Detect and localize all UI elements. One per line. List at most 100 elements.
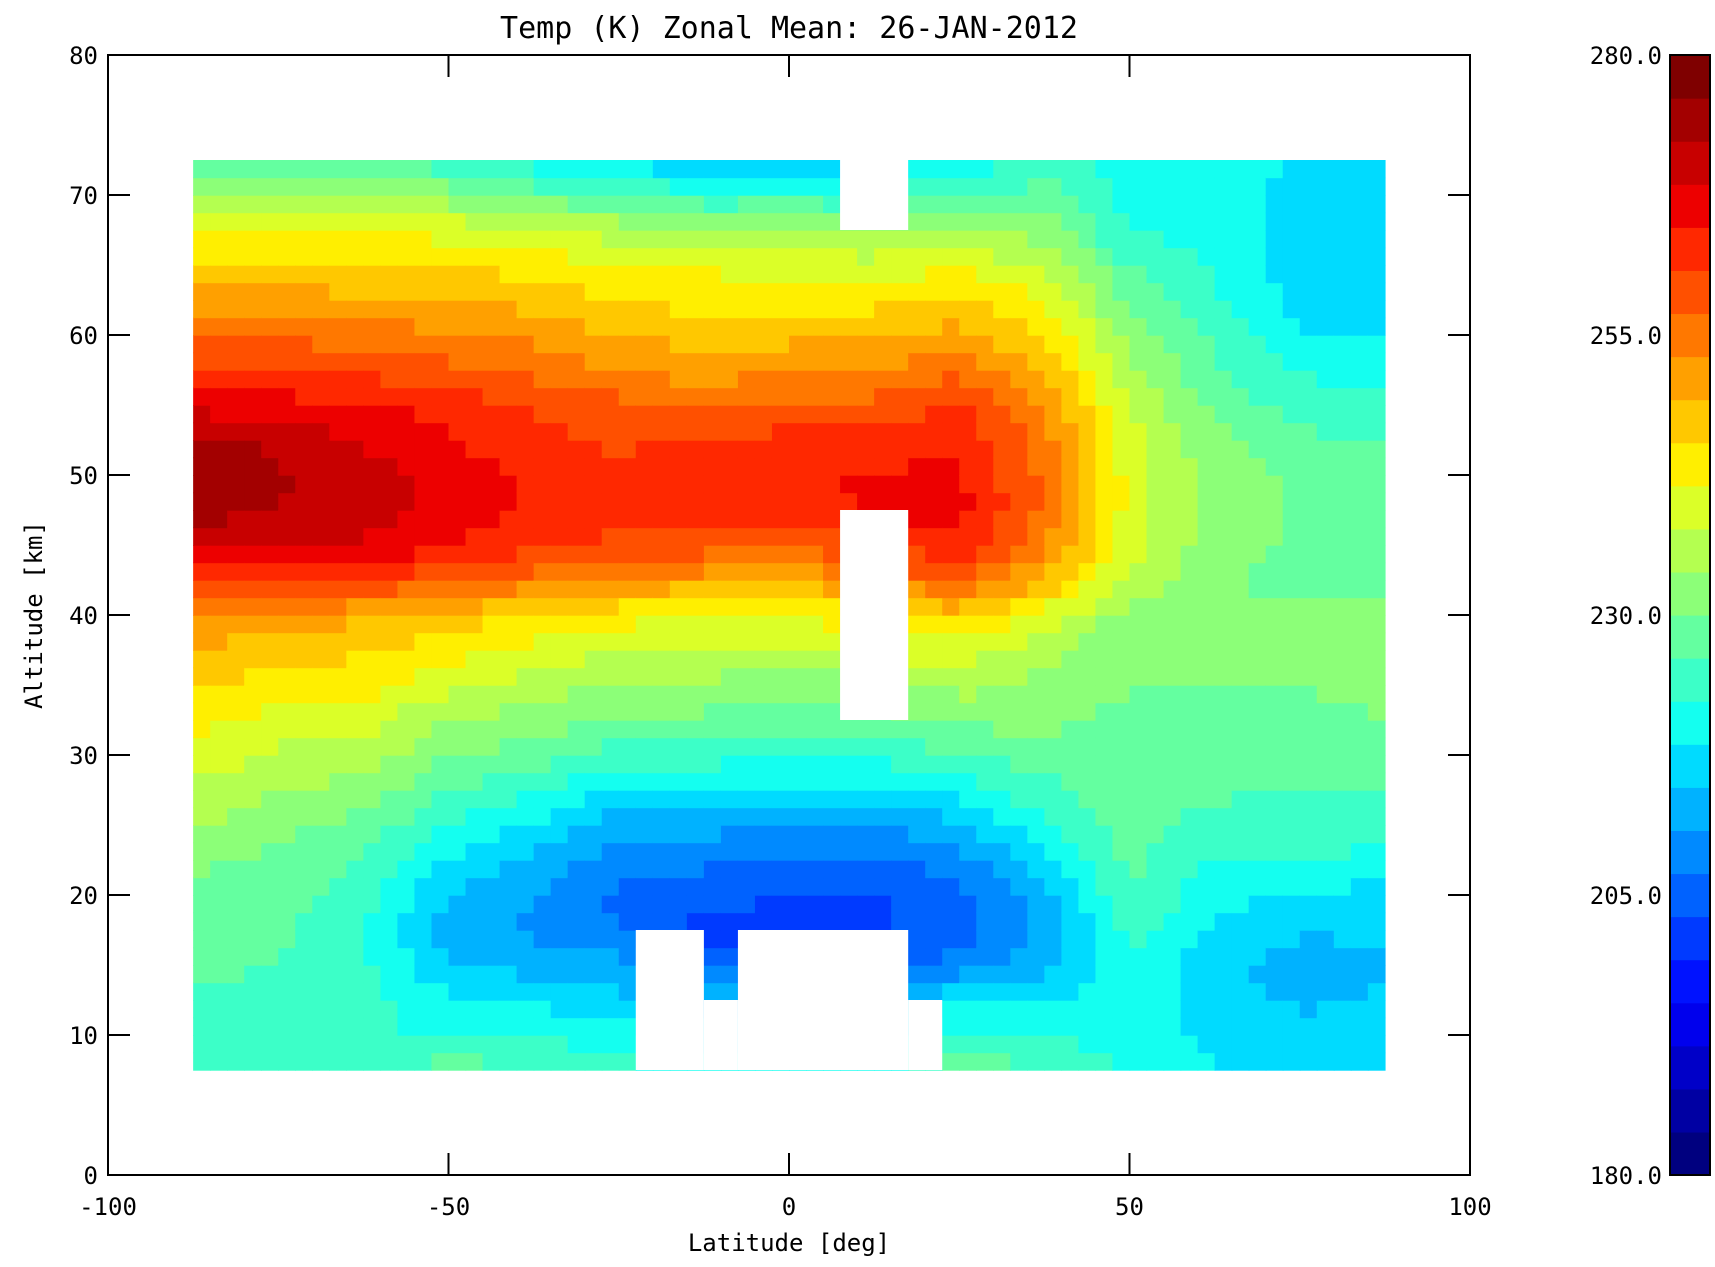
heatmap-cell	[482, 492, 501, 511]
heatmap-cell	[1333, 720, 1352, 739]
heatmap-cell	[1350, 597, 1369, 616]
heatmap-cell	[1146, 527, 1165, 546]
heatmap-cell	[329, 597, 348, 616]
heatmap-cell	[703, 755, 722, 774]
heatmap-cell	[1197, 650, 1216, 669]
heatmap-cell	[1129, 195, 1148, 214]
heatmap-cell	[874, 772, 892, 791]
heatmap-cell	[584, 562, 603, 581]
heatmap-cell	[1350, 807, 1369, 826]
heatmap-cell	[1146, 177, 1165, 196]
heatmap-cell	[959, 965, 977, 984]
heatmap-cell	[363, 615, 382, 634]
heatmap-cell	[261, 352, 279, 371]
heatmap-cell	[1333, 457, 1352, 476]
heatmap-cell	[737, 230, 756, 249]
heatmap-cell	[686, 632, 705, 651]
heatmap-cell	[261, 597, 279, 616]
heatmap-cell	[278, 1017, 296, 1036]
heatmap-cell	[1112, 1017, 1131, 1036]
heatmap-cell	[567, 422, 586, 441]
heatmap-cell	[993, 790, 1012, 809]
heatmap-cell	[278, 475, 296, 494]
heatmap-cell	[857, 755, 875, 774]
heatmap-cell	[1299, 807, 1318, 826]
heatmap-cell	[465, 580, 484, 599]
heatmap-cell	[550, 702, 569, 721]
heatmap-cell	[686, 422, 705, 441]
heatmap-cell	[499, 772, 518, 791]
heatmap-cell	[312, 282, 331, 301]
heatmap-cell	[499, 580, 518, 599]
heatmap-cell	[1129, 160, 1148, 179]
heatmap-cell	[448, 457, 467, 476]
heatmap-cell	[295, 912, 313, 931]
heatmap-cell	[720, 895, 739, 914]
heatmap-cell	[550, 615, 569, 634]
heatmap-cell	[1350, 177, 1369, 196]
heatmap-cell	[823, 807, 841, 826]
heatmap-cell	[993, 947, 1012, 966]
heatmap-cell	[1197, 825, 1216, 844]
heatmap-cell	[1061, 422, 1080, 441]
heatmap-cell	[976, 160, 994, 179]
heatmap-cell	[1061, 510, 1080, 529]
heatmap-cell	[1282, 615, 1301, 634]
heatmap-cell	[1282, 212, 1301, 231]
heatmap-cell	[771, 615, 790, 634]
heatmap-cell	[312, 825, 331, 844]
heatmap-cell	[1061, 965, 1080, 984]
heatmap-cell	[1248, 370, 1267, 389]
heatmap-cell	[431, 860, 450, 879]
heatmap-cell	[1146, 737, 1165, 756]
heatmap-cell	[414, 370, 433, 389]
heatmap-cell	[1078, 755, 1097, 774]
heatmap-cell	[533, 685, 552, 704]
heatmap-cell	[635, 755, 654, 774]
heatmap-cell	[601, 895, 620, 914]
heatmap-cell	[1367, 562, 1386, 581]
heatmap	[193, 160, 1386, 1071]
heatmap-cell	[312, 982, 331, 1001]
heatmap-cell	[1350, 457, 1369, 476]
heatmap-cell	[976, 562, 994, 581]
missing-data-region	[840, 160, 909, 230]
heatmap-cell	[1146, 212, 1165, 231]
heatmap-cell	[669, 195, 688, 214]
heatmap-cell	[635, 317, 654, 336]
heatmap-cell	[976, 230, 994, 249]
heatmap-cell	[1282, 1000, 1301, 1019]
heatmap-cell	[448, 562, 467, 581]
heatmap-cell	[380, 737, 399, 756]
heatmap-cell	[295, 947, 313, 966]
heatmap-cell	[601, 265, 620, 284]
heatmap-cell	[789, 387, 807, 406]
heatmap-cell	[1282, 947, 1301, 966]
heatmap-cell	[1248, 772, 1267, 791]
heatmap-cell	[329, 527, 348, 546]
heatmap-cell	[1299, 737, 1318, 756]
heatmap-cell	[533, 440, 552, 459]
heatmap-cell	[329, 702, 348, 721]
heatmap-cell	[1095, 737, 1114, 756]
heatmap-cell	[482, 370, 501, 389]
heatmap-cell	[737, 317, 756, 336]
heatmap-cell	[584, 737, 603, 756]
heatmap-cell	[789, 475, 807, 494]
heatmap-cell	[448, 265, 467, 284]
heatmap-cell	[1044, 825, 1063, 844]
heatmap-cell	[210, 597, 228, 616]
heatmap-cell	[193, 1000, 211, 1019]
heatmap-cell	[737, 177, 756, 196]
heatmap-cell	[295, 877, 313, 896]
heatmap-cell	[1197, 1017, 1216, 1036]
heatmap-cell	[499, 457, 518, 476]
heatmap-cell	[465, 1017, 484, 1036]
heatmap-cell	[1163, 650, 1182, 669]
colorbar-segment	[1670, 528, 1710, 573]
heatmap-cell	[720, 212, 739, 231]
heatmap-cell	[550, 492, 569, 511]
heatmap-cell	[465, 685, 484, 704]
heatmap-cell	[550, 720, 569, 739]
heatmap-cell	[1163, 545, 1182, 564]
